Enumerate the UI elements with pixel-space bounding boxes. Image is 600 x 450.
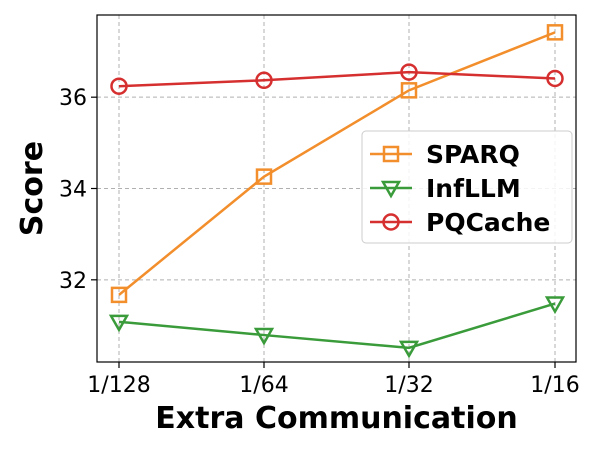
legend-label-infllm: InfLLM <box>426 174 521 203</box>
y-tick-label: 36 <box>59 86 87 111</box>
data-point-pqcache <box>400 63 418 81</box>
y-tick-label: 34 <box>59 178 87 203</box>
legend-marker-infllm <box>380 180 402 199</box>
series-infllm <box>108 296 566 359</box>
legend: SPARQ InfLLM PQCache <box>361 130 573 244</box>
data-point-infllm <box>544 296 566 315</box>
legend-marker-pqcache <box>382 213 400 231</box>
series-line-infllm <box>118 302 556 350</box>
data-point-pqcache <box>255 71 273 90</box>
data-point-pqcache <box>110 77 128 95</box>
data-point-infllm <box>398 340 420 359</box>
legend-label-pqcache: PQCache <box>426 208 550 237</box>
x-axis-title: Extra Communication <box>155 401 517 436</box>
data-point-infllm <box>108 314 130 333</box>
legend-label-sparq: SPARQ <box>426 140 520 169</box>
data-point-sparq <box>546 24 564 41</box>
data-point-pqcache <box>546 69 564 88</box>
series-sparq <box>110 24 564 304</box>
x-tick-label: 1/32 <box>384 373 433 398</box>
x-tick-label: 1/16 <box>530 373 579 398</box>
legend-box <box>361 130 573 244</box>
series-line-sparq <box>118 31 556 296</box>
series-pqcache <box>110 63 564 95</box>
y-axis-title: Score <box>15 141 50 236</box>
data-point-sparq <box>400 82 418 99</box>
data-point-sparq <box>110 286 128 304</box>
series-line-pqcache <box>118 70 556 88</box>
data-point-sparq <box>255 168 273 185</box>
x-tick-label: 1/64 <box>239 373 288 398</box>
data-point-infllm <box>253 327 275 346</box>
legend-marker-sparq <box>382 145 400 163</box>
axis-ticks: 1/128 1/64 1/32 1/16 32 34 36 <box>59 86 580 398</box>
x-tick-label: 1/128 <box>87 373 150 398</box>
series-layer <box>108 24 566 359</box>
y-tick-label: 32 <box>59 269 87 294</box>
